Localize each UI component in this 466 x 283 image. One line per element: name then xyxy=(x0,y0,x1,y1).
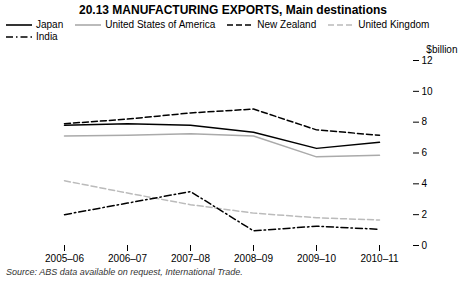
svg-text:4: 4 xyxy=(422,178,428,189)
html-text:United Kingdom: United Kingdom xyxy=(358,19,430,30)
html-text:India: India xyxy=(36,31,58,42)
svg-text:2007–08: 2007–08 xyxy=(171,253,210,264)
svg-text:10: 10 xyxy=(422,86,434,97)
html-text:United States of America: United States of America xyxy=(105,19,216,30)
html-text:Japan: Japan xyxy=(36,19,64,30)
svg-text:2006–07: 2006–07 xyxy=(108,253,147,264)
svg-text:2005–06: 2005–06 xyxy=(45,253,84,264)
html-text:20.13 MANUFACTURING EXPORTS, M: 20.13 MANUFACTURING EXPORTS, Main destin… xyxy=(79,3,387,17)
svg-text:8: 8 xyxy=(422,116,428,127)
svg-text:2008–09: 2008–09 xyxy=(234,253,273,264)
svg-text:2009–10: 2009–10 xyxy=(297,253,336,264)
svg-text:6: 6 xyxy=(422,147,428,158)
svg-text:0: 0 xyxy=(422,240,428,251)
svg-text:2: 2 xyxy=(422,209,428,220)
html-text:New Zealand: New Zealand xyxy=(257,19,317,30)
svg-text:$billion: $billion xyxy=(426,44,457,55)
svg-text:12: 12 xyxy=(422,55,434,66)
html-text:Source: ABS data available on: Source: ABS data available on request, I… xyxy=(6,267,243,277)
svg-text:2010–11: 2010–11 xyxy=(360,253,399,264)
